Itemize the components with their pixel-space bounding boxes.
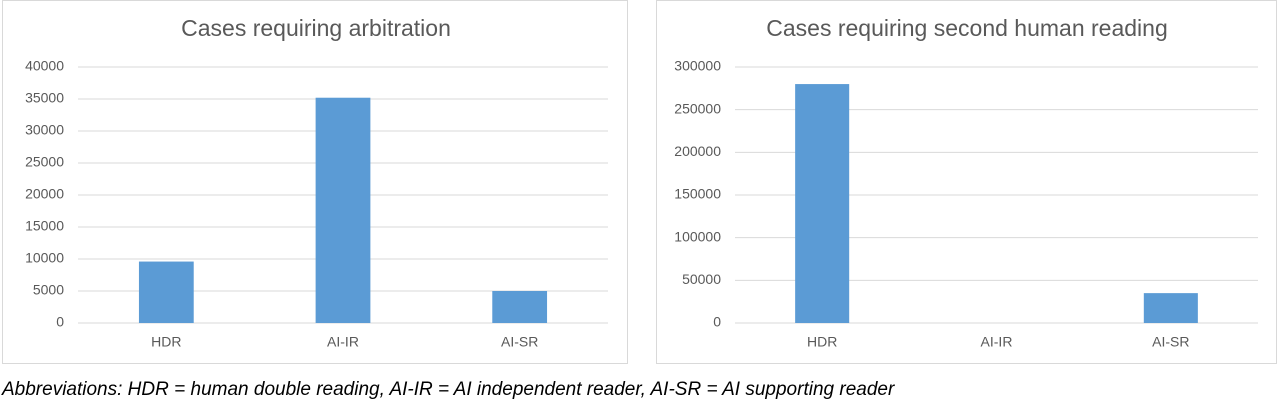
bar — [1143, 293, 1198, 323]
bar — [315, 97, 371, 323]
y-tick-label: 10000 — [25, 250, 64, 266]
y-tick-label: 15000 — [25, 218, 64, 234]
bar — [492, 291, 548, 323]
y-tick-label: 25000 — [25, 154, 64, 170]
x-tick-label: AI-SR — [501, 334, 538, 350]
y-tick-label: 150000 — [674, 186, 721, 202]
x-tick-label: AI-IR — [981, 334, 1013, 350]
y-tick-label: 0 — [713, 314, 721, 330]
bar — [795, 84, 850, 323]
caption: Abbreviations: HDR = human double readin… — [1, 379, 895, 400]
y-tick-label: 200000 — [674, 143, 721, 159]
x-tick-label: AI-IR — [327, 334, 359, 350]
x-tick-label: HDR — [807, 334, 837, 350]
chart-title: Cases requiring arbitration — [181, 15, 451, 41]
x-tick-label: AI-SR — [1152, 334, 1189, 350]
y-tick-label: 50000 — [682, 271, 721, 287]
chart-title: Cases requiring second human reading — [766, 15, 1167, 41]
y-tick-label: 30000 — [25, 122, 64, 138]
y-tick-label: 300000 — [674, 58, 721, 74]
y-tick-label: 100000 — [674, 228, 721, 244]
y-tick-label: 35000 — [25, 90, 64, 106]
bar — [138, 261, 194, 323]
x-tick-label: HDR — [151, 334, 181, 350]
y-tick-label: 0 — [56, 314, 64, 330]
y-tick-label: 250000 — [674, 100, 721, 116]
y-tick-label: 40000 — [25, 58, 64, 74]
y-tick-label: 20000 — [25, 186, 64, 202]
y-tick-label: 5000 — [33, 282, 64, 298]
